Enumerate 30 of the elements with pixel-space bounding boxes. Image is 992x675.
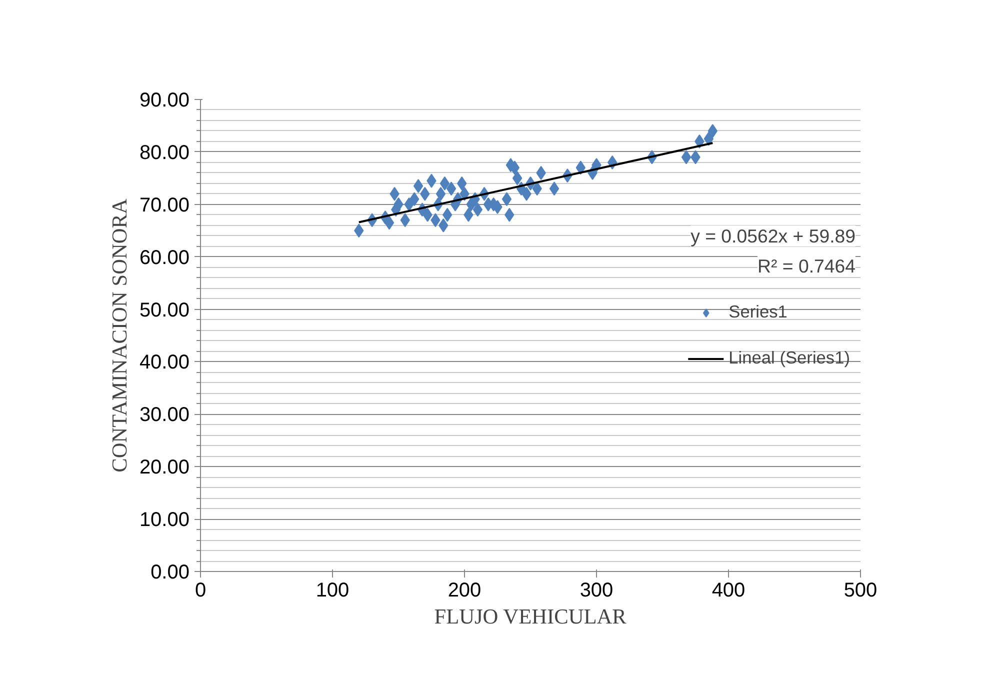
point bbox=[549, 182, 560, 196]
point bbox=[384, 216, 394, 230]
point bbox=[502, 192, 512, 206]
y-tick-label: 10.00 bbox=[139, 509, 190, 532]
x-tick-label: 0 bbox=[194, 580, 206, 602]
annotation: y = 0.0562x + 59.89 bbox=[690, 226, 856, 246]
y-tick-label: 20.00 bbox=[139, 456, 190, 479]
y-tick-label: 90.00 bbox=[139, 90, 190, 112]
y-axis-title: CONTAMINACION SONORA bbox=[107, 198, 132, 472]
y-tick-label: 40.00 bbox=[139, 352, 190, 374]
y-tick-label: 70.00 bbox=[139, 194, 190, 216]
y-tick-label: 30.00 bbox=[139, 404, 190, 426]
y-tick-label: 0.00 bbox=[150, 562, 190, 584]
x-tick-label: 100 bbox=[316, 580, 350, 602]
y-tick-label: 50.00 bbox=[139, 299, 190, 322]
x-tick-label: 400 bbox=[712, 580, 746, 602]
annotation: R² = 0.7464 bbox=[757, 256, 856, 276]
x-tick-label: 200 bbox=[448, 580, 482, 602]
x-axis-title: FLUJO VEHICULAR bbox=[434, 604, 628, 628]
point bbox=[512, 171, 522, 186]
x-tick-label: 500 bbox=[844, 580, 878, 602]
y-tick-label: 60.00 bbox=[139, 246, 190, 269]
point bbox=[436, 186, 446, 201]
point bbox=[440, 176, 450, 190]
point bbox=[472, 202, 483, 217]
point bbox=[681, 150, 692, 164]
y-tick-label: 80.00 bbox=[139, 142, 190, 164]
point bbox=[446, 182, 456, 196]
x-tick-label: 300 bbox=[580, 580, 614, 602]
point bbox=[413, 179, 424, 194]
